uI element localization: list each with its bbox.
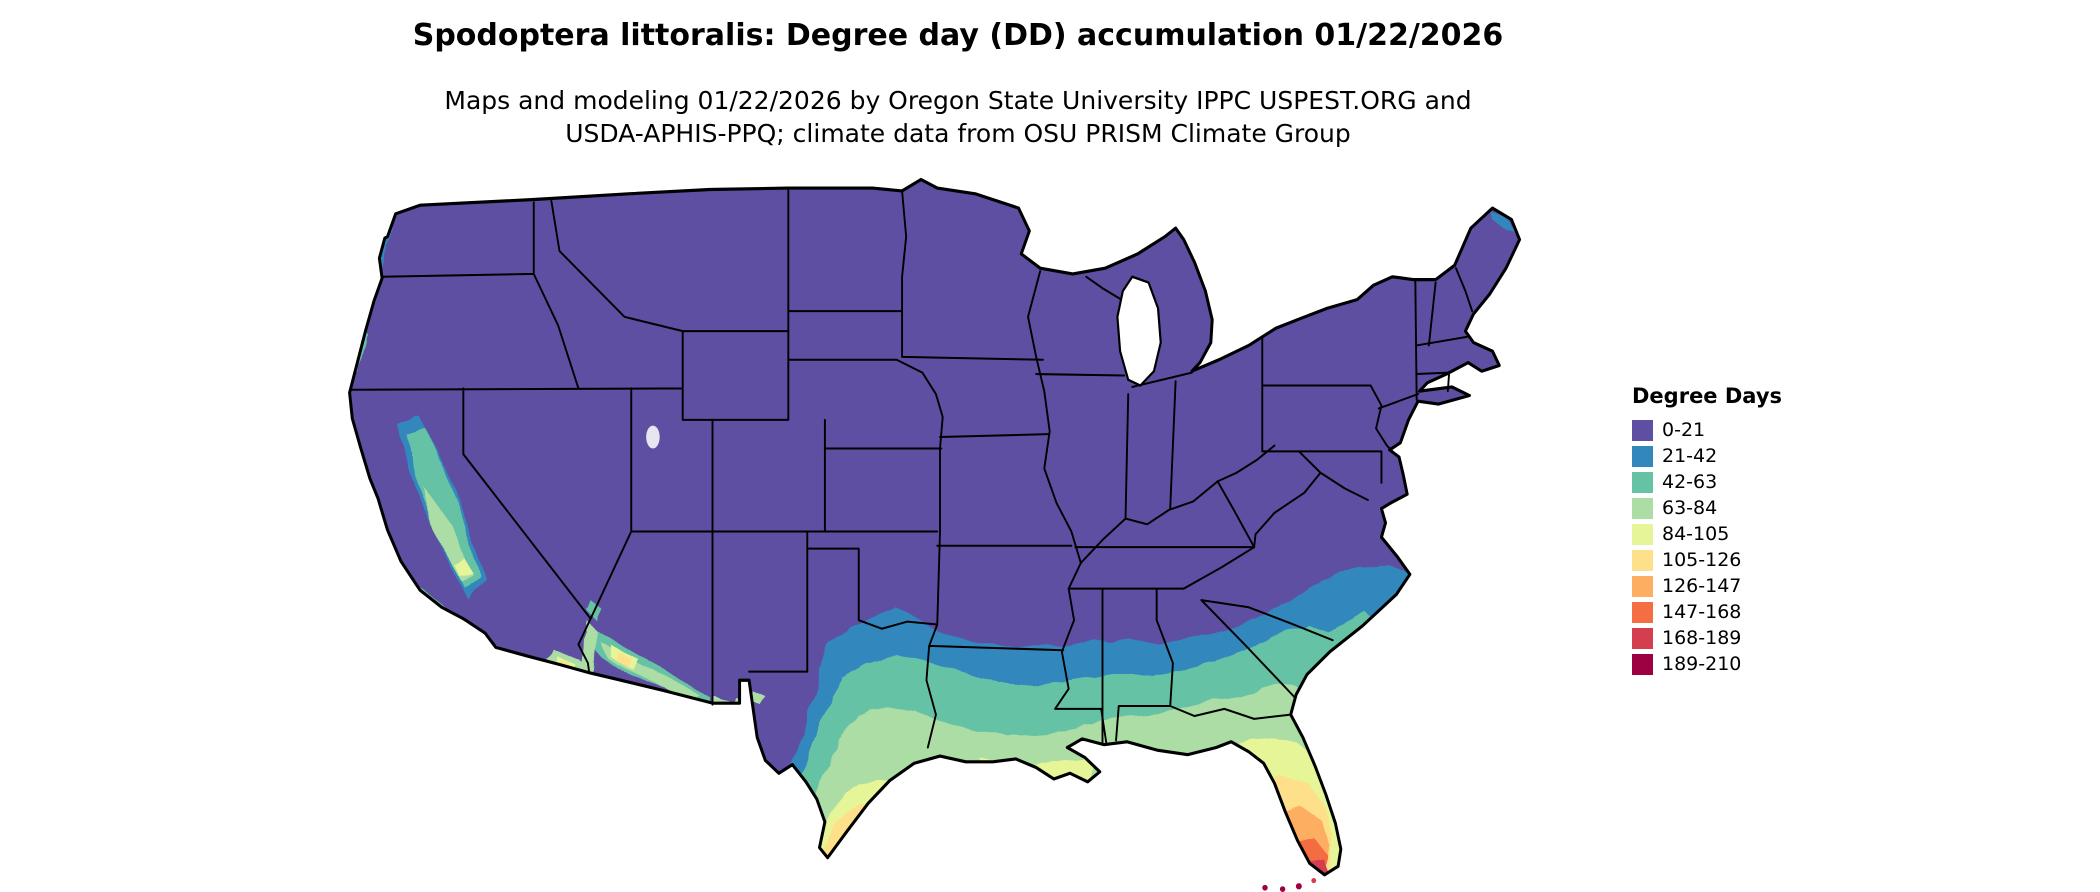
legend-swatch <box>1632 523 1653 545</box>
legend-title: Degree Days <box>1632 384 1783 408</box>
state-borders <box>349 187 1474 749</box>
legend-swatch <box>1632 445 1653 467</box>
legend-label: 0-21 <box>1662 418 1706 441</box>
legend-swatch <box>1632 575 1653 597</box>
legend-swatch <box>1632 653 1653 675</box>
legend-swatch <box>1632 497 1653 519</box>
legend-entry: 42-63 <box>1632 469 1782 495</box>
legend-label: 63-84 <box>1662 496 1718 519</box>
great-salt-lake <box>646 425 660 449</box>
lake-michigan <box>1116 275 1162 387</box>
legend-swatch <box>1632 627 1653 649</box>
subtitle-line-2: USDA-APHIS-PPQ; climate data from OSU PR… <box>565 119 1351 148</box>
legend-entry: 0-21 <box>1632 417 1782 443</box>
legend-label: 147-168 <box>1662 600 1742 623</box>
raster-band-147-168 <box>826 837 1328 875</box>
legend: Degree Days 0-21 21-42 42-63 63-84 84-105 105… <box>1632 384 1782 677</box>
legend-swatch <box>1632 601 1653 623</box>
legend-entry: 84-105 <box>1632 521 1782 547</box>
legend-swatch <box>1632 549 1653 571</box>
subtitle-line-1: Maps and modeling 01/22/2026 by Oregon S… <box>444 86 1472 115</box>
legend-entries: 0-21 21-42 42-63 63-84 84-105 105-126 126-147 1… <box>1632 417 1782 677</box>
us-outline <box>348 177 1522 877</box>
page-title: Spodoptera littoralis: Degree day (DD) a… <box>412 18 1504 53</box>
legend-label: 84-105 <box>1662 522 1730 545</box>
legend-label: 42-63 <box>1662 470 1718 493</box>
legend-entry: 189-210 <box>1632 651 1782 677</box>
raster-band-0-21 <box>349 179 1520 875</box>
florida-keys <box>1262 877 1317 892</box>
legend-label: 126-147 <box>1662 574 1742 597</box>
legend-entry: 168-189 <box>1632 625 1782 651</box>
legend-swatch <box>1632 419 1653 441</box>
legend-entry: 63-84 <box>1632 495 1782 521</box>
legend-entry: 105-126 <box>1632 547 1782 573</box>
degree-day-raster <box>349 179 1520 875</box>
legend-entry: 21-42 <box>1632 443 1782 469</box>
legend-label: 168-189 <box>1662 626 1742 649</box>
raster-band-126-147 <box>823 806 1330 875</box>
legend-label: 21-42 <box>1662 444 1718 467</box>
us-degree-day-map <box>290 148 1590 892</box>
legend-swatch <box>1632 471 1653 493</box>
legend-label: 189-210 <box>1662 652 1742 675</box>
page-subtitle: Maps and modeling 01/22/2026 by Oregon S… <box>0 84 1916 150</box>
legend-entry: 126-147 <box>1632 573 1782 599</box>
legend-label: 105-126 <box>1662 548 1742 571</box>
legend-entry: 147-168 <box>1632 599 1782 625</box>
us-map-svg <box>348 177 1522 892</box>
